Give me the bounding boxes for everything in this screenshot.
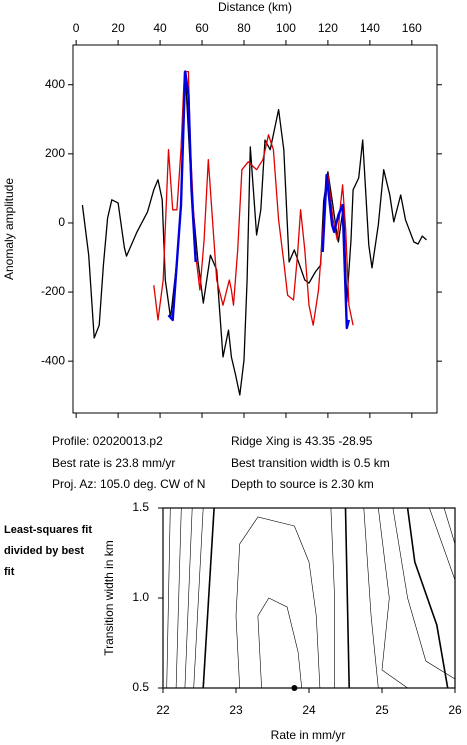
- contour-line: [202, 507, 215, 689]
- annotation: Ridge Xing is 43.35 -28.95: [231, 434, 373, 448]
- y-tick-label: 1.0: [132, 590, 149, 604]
- y-tick-label: 400: [45, 77, 65, 91]
- x-tick-label: 23: [229, 703, 243, 717]
- x-tick-label: 24: [302, 703, 316, 717]
- contour-line: [363, 507, 379, 689]
- x-tick-label: 120: [318, 21, 338, 35]
- contour-line: [235, 516, 321, 689]
- contour-line: [443, 507, 456, 545]
- y-axis-title: Anomaly amplitude: [2, 178, 16, 280]
- contour-line: [166, 507, 171, 689]
- annotation: Best transition width is 0.5 km: [231, 456, 390, 470]
- x-tick-label: 0: [73, 21, 80, 35]
- x-axis-title: Distance (km): [218, 0, 292, 14]
- contour-line: [175, 507, 182, 689]
- x-tick-label: 160: [402, 21, 422, 35]
- y-tick-label: -400: [41, 353, 65, 367]
- contour-line: [344, 507, 350, 689]
- y-axis-title: Transition width in km: [102, 540, 116, 656]
- contour-line: [257, 597, 302, 689]
- contour-line: [392, 507, 456, 680]
- y-tick-label: 1.5: [132, 500, 149, 514]
- x-tick-label: 25: [375, 703, 389, 717]
- contour-title-box: Least-squares fit divided by best fit: [4, 524, 93, 578]
- contour-line: [330, 507, 335, 688]
- data-line: [81, 70, 427, 396]
- contour-line: [184, 507, 193, 689]
- y-tick-label: 0: [58, 215, 65, 229]
- x-tick-label: 22: [156, 703, 170, 717]
- contour-line: [406, 507, 449, 689]
- y-tick-label: 0.5: [132, 680, 149, 694]
- contour-line: [378, 507, 408, 689]
- annotation: Best rate is 23.8 mm/yr: [52, 456, 175, 470]
- plot-frame: [72, 44, 438, 414]
- data-line: [167, 70, 351, 330]
- x-tick-label: 40: [153, 21, 167, 35]
- contour-line: [429, 507, 456, 581]
- x-tick-label: 20: [111, 21, 125, 35]
- x-tick-label: 140: [360, 21, 380, 35]
- annotation: Proj. Az: 105.0 deg. CW of N: [52, 477, 205, 491]
- x-tick-label: 60: [195, 21, 209, 35]
- annotation: Profile: 02020013.p2: [52, 434, 163, 448]
- contour-line: [193, 507, 204, 689]
- x-tick-label: 100: [276, 21, 296, 35]
- y-tick-label: -200: [41, 284, 65, 298]
- x-axis-title: Rate in mm/yr: [271, 728, 346, 742]
- annotation: Depth to source is 2.30 km: [231, 477, 374, 491]
- x-tick-label: 80: [237, 21, 251, 35]
- best-fit-point: [291, 685, 298, 691]
- x-tick-label: 26: [448, 703, 462, 717]
- contour-title: Least-squares fit divided by best fit: [4, 524, 93, 578]
- y-tick-label: 200: [45, 146, 65, 160]
